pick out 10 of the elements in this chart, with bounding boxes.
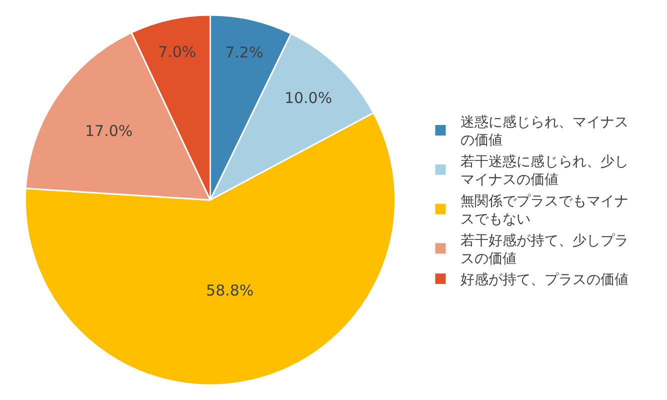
legend-label: 若干迷惑に感じられ、少しマイナスの価値 (460, 154, 628, 188)
legend-label: 無関係でプラスでもマイナスでもない (460, 193, 628, 228)
data-label: 7.2% (225, 44, 264, 62)
legend-label: 好感が持て、プラスの価値 (460, 272, 628, 288)
data-label: 17.0% (85, 122, 133, 140)
legend-label: 迷惑に感じられ、マイナスの価値 (460, 114, 628, 149)
data-label: 10.0% (284, 89, 332, 108)
legend-label: 若干好感が持て、少しプラスの価値 (460, 232, 628, 267)
data-label: 7.0% (158, 42, 196, 61)
data-label: 58.8% (206, 281, 254, 300)
